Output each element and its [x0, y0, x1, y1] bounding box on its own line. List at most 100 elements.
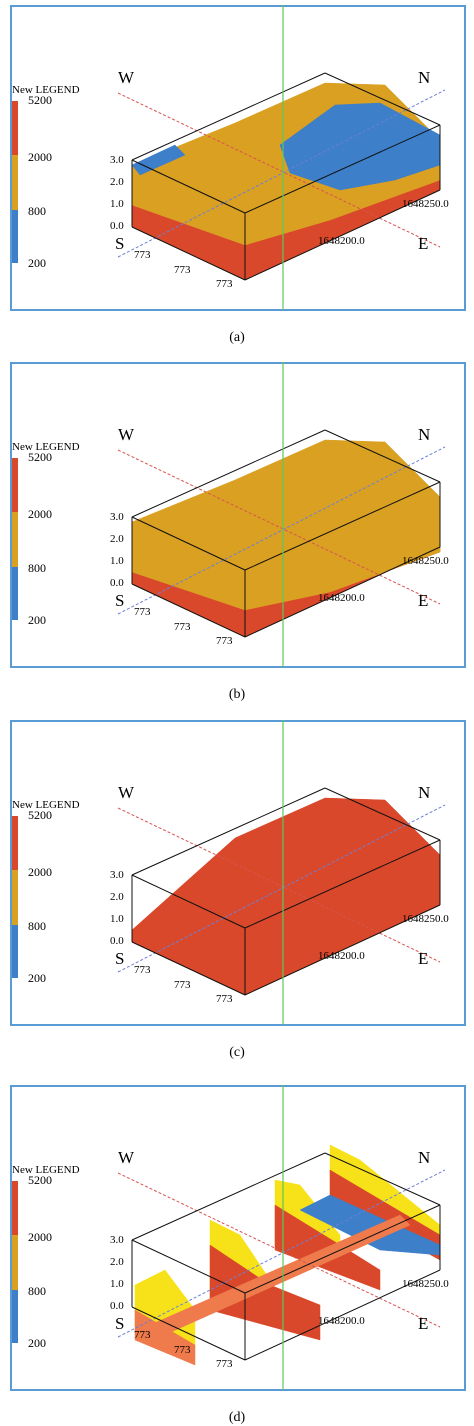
x-axis-label: 773	[216, 1358, 233, 1370]
legend-swatch	[12, 816, 18, 870]
y-axis-label: 1648250.0	[402, 198, 449, 210]
z-axis-label: 2.0	[110, 533, 124, 545]
legend-label: 2000	[28, 865, 52, 879]
box-edge	[131, 159, 246, 214]
box-edge	[244, 481, 441, 571]
z-axis-label: 3.0	[110, 1234, 124, 1246]
legend-label: 2000	[28, 1230, 52, 1244]
compass-label: N	[418, 425, 430, 444]
box-edge	[244, 904, 441, 996]
panel-frame	[10, 1085, 466, 1391]
legend-swatch	[12, 210, 18, 263]
compass-label: N	[418, 1148, 430, 1167]
z-axis-label: 1.0	[110, 913, 124, 925]
box-edge	[324, 429, 441, 483]
z-axis-label: 1.0	[110, 198, 124, 210]
legend-swatch	[12, 458, 18, 512]
legend-label: 200	[28, 1336, 46, 1350]
box-edge	[324, 72, 441, 126]
box-edge	[131, 516, 246, 571]
red-guide	[117, 449, 441, 605]
compass-label: W	[118, 1148, 135, 1167]
box-edge	[131, 226, 246, 281]
x-axis-label: 773	[174, 621, 191, 633]
legend-title: New LEGEND	[12, 1164, 80, 1176]
legend-swatch	[12, 1181, 18, 1235]
blue-guide	[117, 1169, 446, 1338]
compass-label: S	[115, 1314, 124, 1333]
box-edge	[131, 429, 326, 518]
x-axis-label: 773	[134, 1329, 151, 1341]
compass-label: E	[418, 591, 428, 610]
z-axis-label: 0.0	[110, 577, 124, 589]
legend-swatch	[12, 101, 18, 155]
compass-label: N	[418, 68, 430, 87]
box-edge	[131, 72, 326, 161]
z-axis-label: 0.0	[110, 935, 124, 947]
blue-guide	[117, 804, 446, 973]
red-guide	[117, 807, 441, 963]
legend-swatch	[12, 870, 18, 925]
legend-label: 5200	[28, 808, 52, 822]
rock-layer	[131, 439, 441, 611]
panel-frame	[10, 362, 466, 668]
compass-label: W	[118, 425, 135, 444]
box-edge	[244, 189, 441, 281]
legend-label: 200	[28, 613, 46, 627]
panel-caption: (d)	[229, 1410, 246, 1425]
blue-guide	[117, 446, 446, 615]
box-edge	[131, 583, 246, 638]
panel-frame	[10, 720, 466, 1026]
x-axis-label: 773	[134, 249, 151, 261]
z-axis-label: 2.0	[110, 891, 124, 903]
compass-label: E	[418, 1314, 428, 1333]
legend-swatch	[12, 925, 18, 978]
box-edge	[131, 1306, 246, 1361]
compass-label: S	[115, 234, 124, 253]
box-edge	[131, 874, 246, 929]
legend-swatch	[12, 155, 18, 210]
y-axis-label: 1648250.0	[402, 913, 449, 925]
panel-caption: (c)	[229, 1045, 245, 1060]
z-axis-label: 0.0	[110, 1300, 124, 1312]
compass-label: W	[118, 68, 135, 87]
compass-label: E	[418, 234, 428, 253]
y-axis-label: 1648200.0	[318, 235, 365, 247]
z-axis-label: 3.0	[110, 869, 124, 881]
box-edge	[324, 1152, 441, 1206]
legend-title: New LEGEND	[12, 799, 80, 811]
blue-guide	[117, 89, 446, 258]
compass-label: E	[418, 949, 428, 968]
x-axis-label: 773	[174, 1344, 191, 1356]
x-axis-label: 773	[174, 264, 191, 276]
box-edge	[324, 787, 441, 841]
x-axis-label: 773	[216, 278, 233, 290]
legend-label: 5200	[28, 1173, 52, 1187]
z-axis-label: 2.0	[110, 176, 124, 188]
box-edge	[131, 941, 246, 996]
y-axis-label: 1648250.0	[402, 555, 449, 567]
legend-swatch	[12, 1290, 18, 1343]
legend-label: 5200	[28, 93, 52, 107]
legend-label: 800	[28, 204, 46, 218]
compass-label: W	[118, 783, 135, 802]
compass-label: S	[115, 591, 124, 610]
z-axis-label: 1.0	[110, 1278, 124, 1290]
red-guide	[117, 1172, 441, 1328]
legend-swatch	[12, 1235, 18, 1290]
y-axis-label: 1648200.0	[318, 592, 365, 604]
legend-title: New LEGEND	[12, 84, 80, 96]
z-axis-label: 3.0	[110, 154, 124, 166]
legend-label: 2000	[28, 507, 52, 521]
x-axis-label: 773	[174, 979, 191, 991]
box-edge	[244, 1269, 441, 1361]
legend-label: 2000	[28, 150, 52, 164]
red-guide	[117, 92, 441, 248]
panel-caption: (b)	[229, 687, 246, 702]
rock-layer	[149, 1214, 411, 1338]
box-edge	[131, 1239, 246, 1294]
